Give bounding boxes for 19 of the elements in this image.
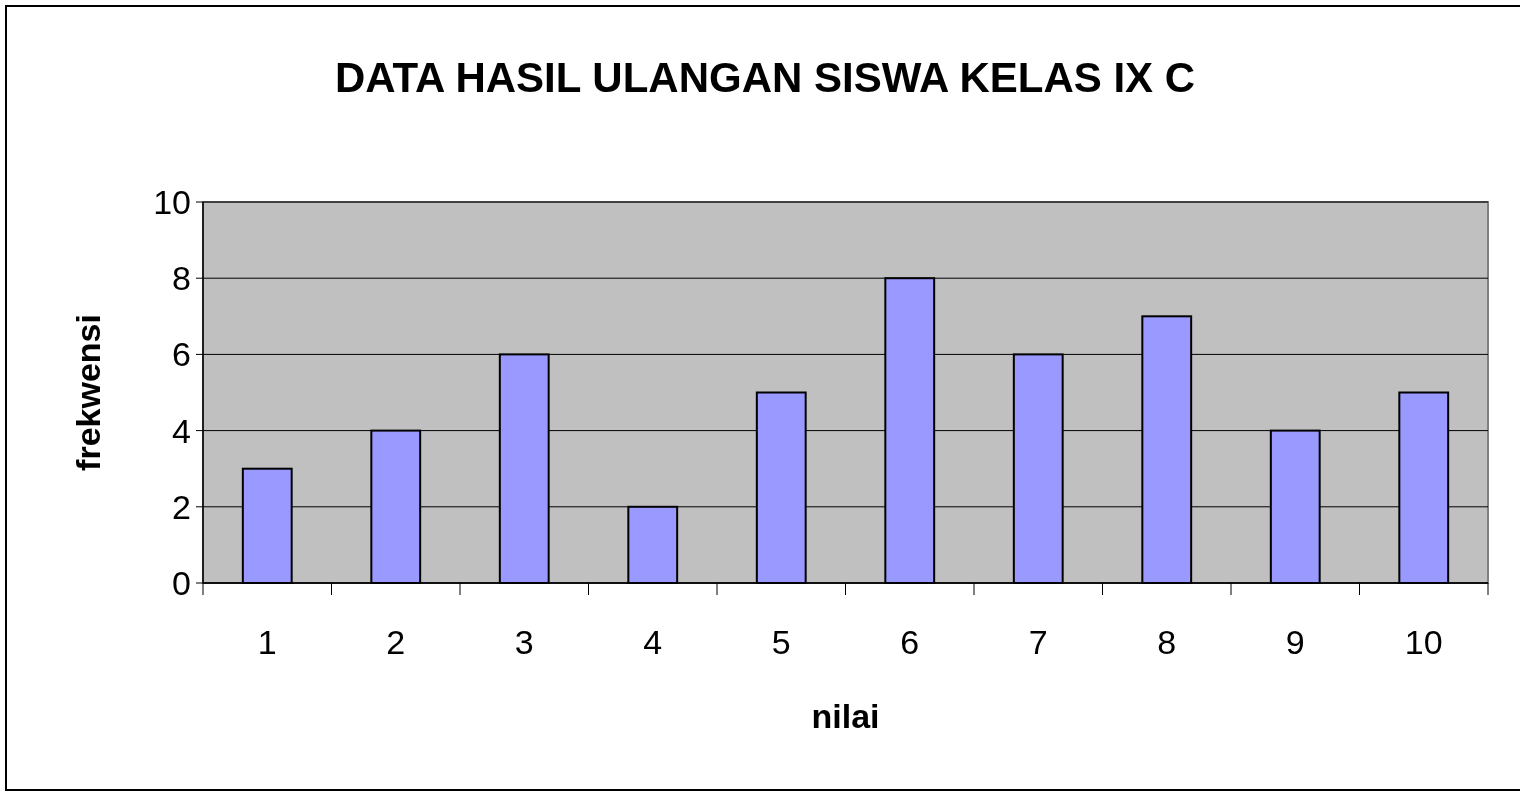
chart-title: DATA HASIL ULANGAN SISWA KELAS IX C [334, 54, 1196, 101]
y-tick-label: 10 [153, 182, 191, 221]
x-axis-title: nilai [811, 697, 880, 735]
y-tick-label: 8 [172, 259, 191, 298]
y-axis-title: frekwensi [69, 314, 107, 471]
x-tick-label: 1 [257, 623, 277, 661]
x-tick-label: 2 [386, 623, 406, 661]
x-tick-label: 9 [1285, 623, 1305, 661]
x-tick-label: 5 [771, 623, 791, 661]
y-tick-label: 6 [172, 335, 191, 374]
x-tick-label: 3 [514, 623, 534, 661]
x-tick-label: 8 [1157, 623, 1177, 661]
x-tick-label: 7 [1028, 623, 1048, 661]
y-tick-label: 0 [172, 563, 191, 602]
x-tick-label: 4 [643, 623, 663, 661]
y-tick-label: 4 [172, 411, 191, 450]
x-tick-label: 6 [900, 623, 920, 661]
y-tick-label: 2 [172, 487, 191, 526]
x-tick-label: 10 [1404, 623, 1443, 661]
